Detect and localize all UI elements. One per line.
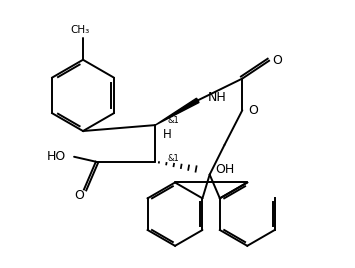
Text: CH₃: CH₃ — [70, 25, 90, 35]
Text: H: H — [163, 128, 171, 142]
Text: &1: &1 — [167, 116, 179, 125]
Text: O: O — [272, 54, 282, 67]
Text: O: O — [248, 104, 258, 117]
Text: OH: OH — [215, 163, 235, 176]
Text: NH: NH — [208, 91, 226, 104]
Text: O: O — [74, 189, 84, 202]
Polygon shape — [155, 98, 199, 125]
Text: &1: &1 — [167, 154, 179, 163]
Text: HO: HO — [47, 150, 66, 163]
